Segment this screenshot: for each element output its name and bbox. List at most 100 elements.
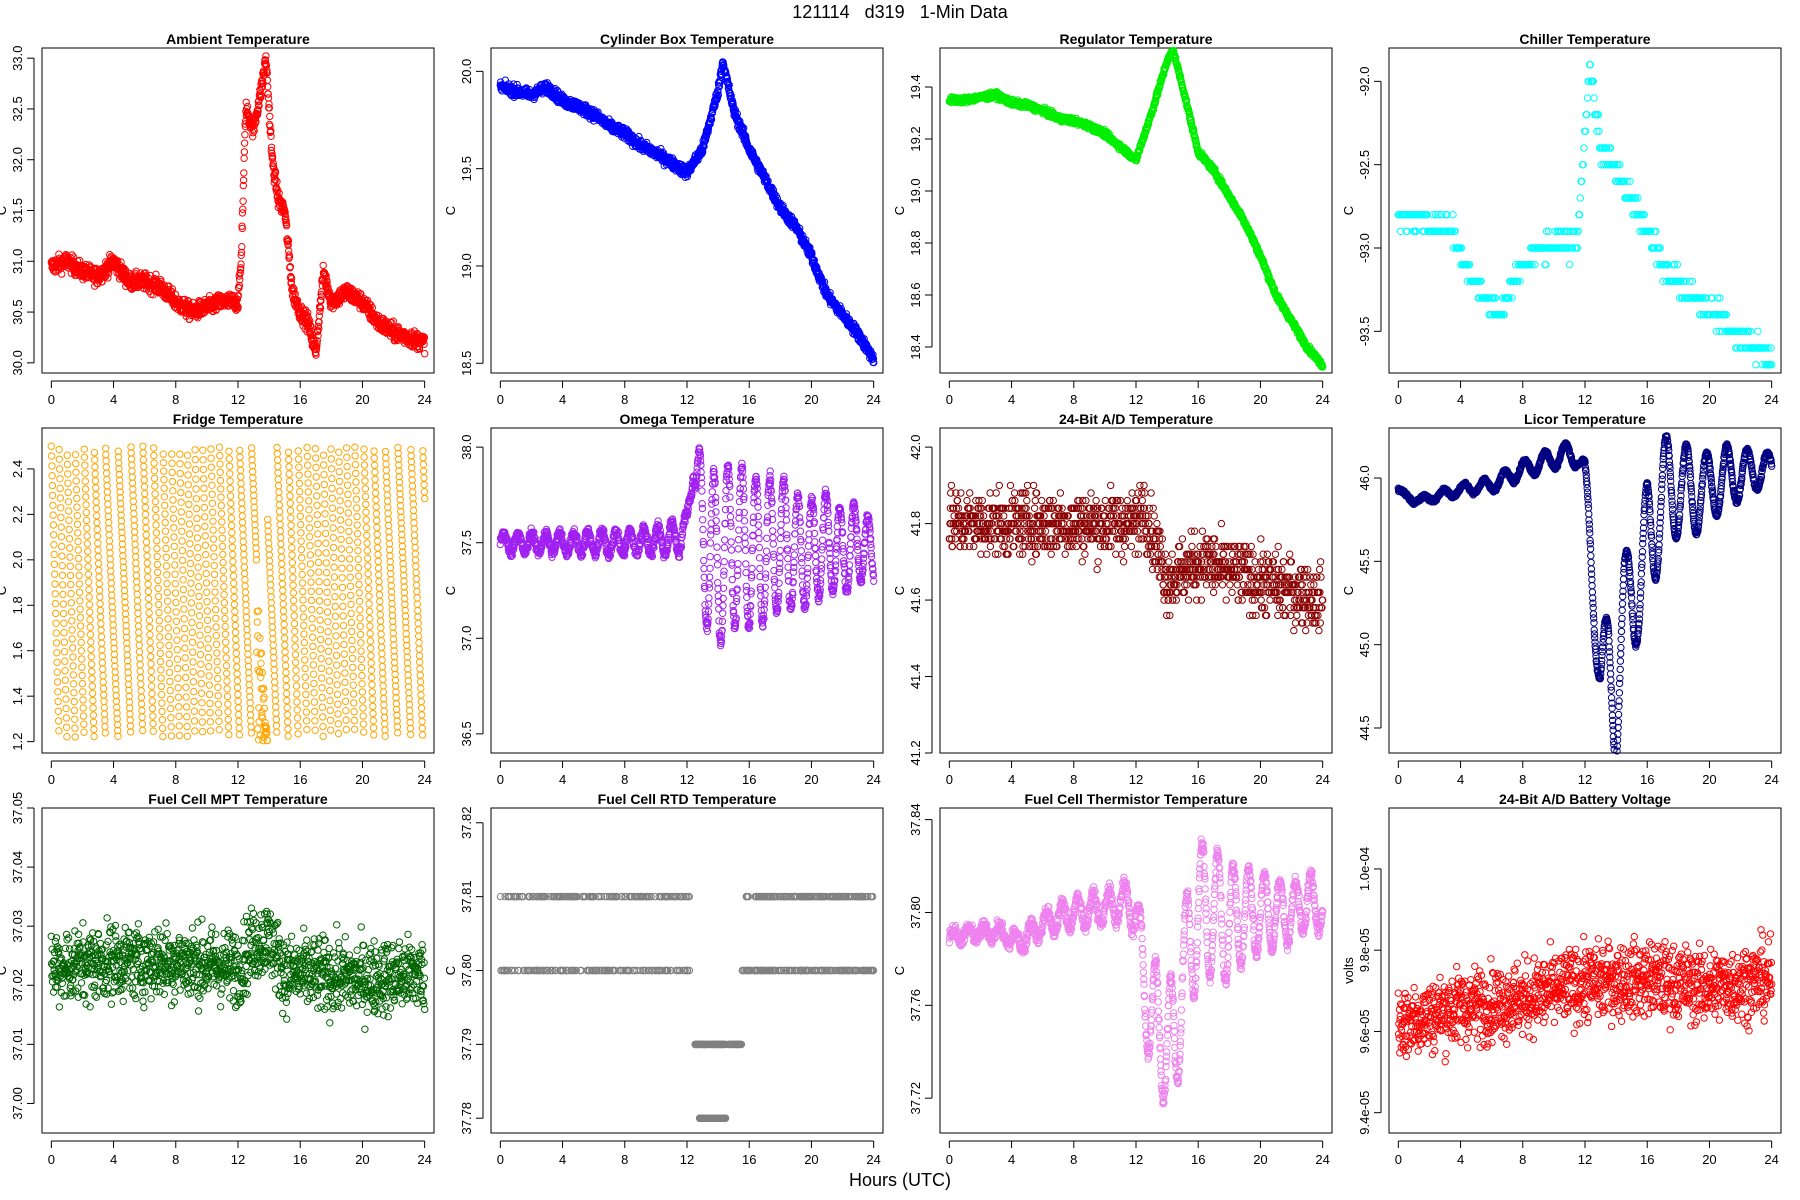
x-tick-label: 4 bbox=[110, 392, 117, 407]
y-tick-label: 2.0 bbox=[10, 551, 25, 569]
data-point bbox=[69, 253, 78, 261]
y-tick-label: 33.0 bbox=[10, 46, 25, 71]
data-point bbox=[1583, 94, 1592, 102]
data-point bbox=[58, 270, 66, 278]
x-tick-label: 4 bbox=[1457, 392, 1464, 407]
y-tick-label: 19.4 bbox=[908, 74, 923, 99]
x-tick-label: 8 bbox=[1519, 392, 1526, 407]
x-tick-label: 24 bbox=[417, 772, 431, 787]
x-tick-label: 0 bbox=[946, 392, 953, 407]
y-tick-label: 1.6 bbox=[10, 642, 25, 660]
plot-frame bbox=[41, 47, 435, 374]
data-point bbox=[1752, 361, 1760, 369]
data-points bbox=[945, 46, 1327, 371]
x-tick-label: 0 bbox=[1395, 392, 1402, 407]
x-tick-label: 0 bbox=[497, 392, 504, 407]
x-tick-label: 24 bbox=[866, 392, 880, 407]
data-point bbox=[184, 296, 192, 305]
y-tick-label: -93.5 bbox=[1357, 317, 1372, 347]
y-tick-label: -93.0 bbox=[1357, 233, 1372, 263]
panel-title: Fridge Temperature bbox=[173, 411, 304, 427]
y-tick-label: 32.0 bbox=[10, 147, 25, 172]
y-tick-label: 18.6 bbox=[908, 282, 923, 307]
data-point bbox=[240, 154, 248, 163]
data-point bbox=[1565, 261, 1574, 269]
data-point bbox=[242, 98, 250, 107]
x-tick-label: 4 bbox=[110, 772, 117, 787]
data-point bbox=[239, 205, 247, 213]
x-tick-label: 20 bbox=[1253, 392, 1267, 407]
panel-0: Ambient Temperature 0 4 8 12 16 20 24 30.0 30.5 31… bbox=[0, 31, 435, 407]
data-point bbox=[319, 261, 327, 270]
x-tick-label: 20 bbox=[355, 772, 369, 787]
data-point bbox=[117, 258, 125, 266]
y-axis-label: C bbox=[1341, 206, 1356, 215]
y-tick-label: 18.5 bbox=[459, 351, 474, 376]
x-tick-label: 0 bbox=[48, 772, 55, 787]
y-axis-label: C bbox=[443, 206, 458, 215]
data-point bbox=[1580, 144, 1588, 152]
x-tick-label: 16 bbox=[742, 392, 756, 407]
data-point bbox=[120, 264, 128, 273]
y-tick-label: 2.2 bbox=[10, 505, 25, 523]
data-point bbox=[185, 297, 193, 306]
y-tick-label: 31.5 bbox=[10, 198, 25, 223]
x-tick-label: 24 bbox=[417, 392, 431, 407]
y-tick-label: 30.0 bbox=[10, 350, 25, 375]
data-point bbox=[104, 274, 112, 282]
data-point bbox=[421, 350, 429, 358]
y-tick-label: 1.8 bbox=[10, 596, 25, 614]
x-tick-label: 0 bbox=[48, 392, 55, 407]
x-tick-label: 8 bbox=[172, 772, 179, 787]
x-tick-label: 8 bbox=[621, 392, 628, 407]
y-tick-label: 19.5 bbox=[459, 156, 474, 181]
y-tick-label: 19.0 bbox=[908, 178, 923, 203]
data-point bbox=[132, 267, 140, 275]
x-tick-label: 12 bbox=[231, 392, 245, 407]
panel-title: Chiller Temperature bbox=[1519, 31, 1650, 47]
data-points bbox=[1394, 60, 1776, 369]
data-point bbox=[98, 278, 106, 286]
x-tick-label: 12 bbox=[680, 392, 694, 407]
y-tick-label: 32.5 bbox=[10, 96, 25, 121]
data-point bbox=[266, 112, 274, 121]
data-point bbox=[264, 94, 273, 102]
data-point bbox=[105, 269, 113, 277]
y-axis-label: C bbox=[892, 206, 907, 215]
y-tick-label: 1.2 bbox=[10, 733, 25, 751]
data-point bbox=[239, 197, 247, 205]
x-tick-label: 16 bbox=[1191, 392, 1205, 407]
y-tick-label: 1.4 bbox=[10, 687, 25, 705]
y-tick-label: 18.8 bbox=[908, 230, 923, 255]
x-tick-label: 12 bbox=[1129, 392, 1143, 407]
data-point bbox=[240, 169, 248, 177]
data-point bbox=[240, 148, 249, 156]
y-tick-label: 19.0 bbox=[459, 253, 474, 278]
y-tick-label: -92.5 bbox=[1357, 150, 1372, 180]
x-tick-label: 16 bbox=[293, 392, 307, 407]
x-tick-label: 8 bbox=[172, 392, 179, 407]
panel-title: Ambient Temperature bbox=[166, 31, 310, 47]
x-tick-label: 20 bbox=[355, 392, 369, 407]
y-tick-label: 18.4 bbox=[908, 334, 923, 359]
x-tick-label: 16 bbox=[293, 772, 307, 787]
data-points bbox=[47, 52, 429, 359]
x-tick-label: 12 bbox=[231, 772, 245, 787]
x-tick-label: 16 bbox=[1640, 392, 1654, 407]
data-point bbox=[241, 131, 249, 139]
data-point bbox=[127, 271, 135, 279]
y-tick-label: 30.5 bbox=[10, 299, 25, 324]
x-tick-label: 8 bbox=[1070, 392, 1077, 407]
data-point bbox=[240, 139, 249, 147]
panel-4: Fridge Temperature 0 4 8 12 16 20 24 1.2 1.4 1.6 1.… bbox=[0, 411, 435, 787]
x-tick-label: 20 bbox=[1702, 392, 1716, 407]
x-tick-label: 24 bbox=[1315, 392, 1329, 407]
x-tick-label: 20 bbox=[804, 392, 818, 407]
x-tick-label: 12 bbox=[1578, 392, 1592, 407]
data-point bbox=[1576, 194, 1585, 202]
y-tick-label: 31.0 bbox=[10, 249, 25, 274]
